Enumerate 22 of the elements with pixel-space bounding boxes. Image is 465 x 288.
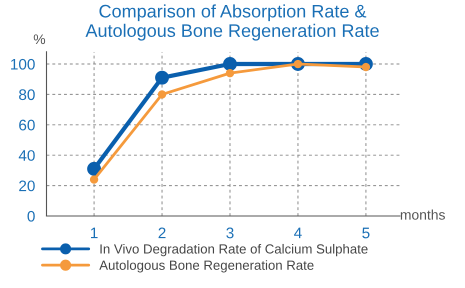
chart-title: Comparison of Absorption Rate & Autologous Bone Regeneration Rate [85, 4, 379, 41]
x-tick-label: 3 [226, 228, 234, 238]
x-tick-label: 1 [90, 228, 98, 238]
x-tick-label: 2 [158, 228, 166, 238]
y-tick-label: 60 [19, 120, 35, 130]
y-tick-label: 80 [19, 89, 35, 100]
point [155, 70, 169, 85]
y-tick-label: 100 [11, 58, 35, 70]
y-tick-label: 40 [18, 150, 35, 161]
point [90, 175, 98, 184]
x-tick-label: 4 [294, 228, 302, 238]
x-axis-title: months [400, 210, 445, 220]
point [226, 68, 234, 78]
point [87, 162, 102, 176]
y-tick-label: 20 [19, 180, 35, 192]
legend-label: In Vivo Degradation Rate of Calcium Sulphate [100, 244, 368, 256]
point [158, 90, 166, 99]
y-tick-label: 0 [27, 210, 35, 222]
x-tick-label: 5 [362, 228, 370, 238]
point [223, 57, 237, 71]
legend-label: Autologous Bone Regeneration Rate [99, 260, 314, 272]
y-axis-title: % [34, 34, 46, 44]
